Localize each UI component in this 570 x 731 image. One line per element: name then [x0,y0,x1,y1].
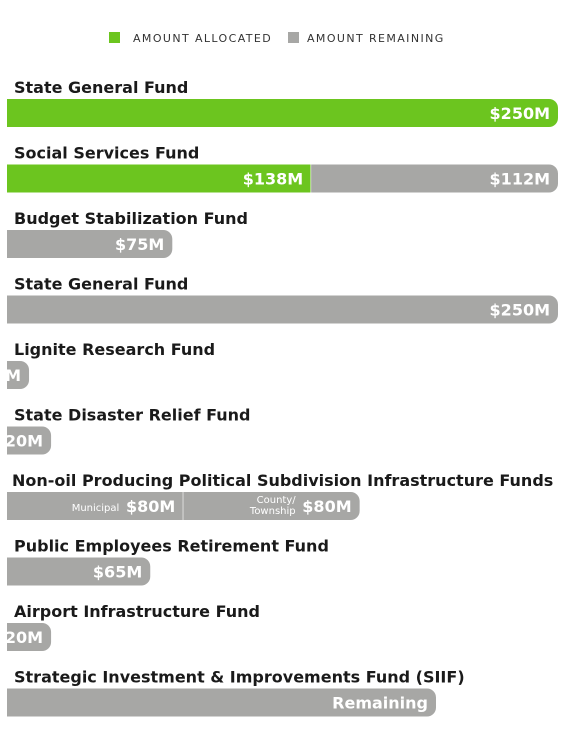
fund-title: Strategic Investment & Improvements Fund… [14,668,465,687]
bar-remaining [7,623,52,651]
bar-value-label: $250M [490,301,550,320]
bar-value-label: $20M [0,628,43,647]
bar-value-label: $65M [93,563,142,582]
bar-remaining [7,361,30,389]
bar-remaining [311,164,558,193]
bar-value-label: Remaining [332,694,428,713]
legend-label-remaining: AMOUNT REMAINING [307,32,445,45]
legend: AMOUNT ALLOCATED AMOUNT REMAINING [109,32,445,45]
bar-remaining [183,492,360,520]
bar-value-label: $80M [126,497,175,516]
bar-remaining [7,492,184,520]
bar-remaining [7,295,558,324]
bar-remaining [7,688,436,717]
fund-title: State General Fund [14,275,188,294]
fund-title: Lignite Research Fund [14,340,215,359]
bar-value-label: $250M [490,104,550,123]
legend-label-allocated: AMOUNT ALLOCATED [133,32,272,45]
fund-bars: State General Fund $250M Social Services F… [0,78,558,717]
bar-value-label: $75M [115,235,164,254]
bar-remaining [7,230,173,258]
bar-value-label: $10M [0,366,21,385]
bar-allocated [7,99,558,127]
segment-sublabel: Township [249,506,296,517]
bar-allocated [7,164,312,193]
fund-title: Non-oil Producing Political Subdivision … [12,471,553,490]
bar-value-label: $138M [243,170,303,189]
fund-title: State Disaster Relief Fund [14,406,251,425]
bar-remaining [7,557,151,586]
bar-value-label: $20M [0,432,43,451]
bar-value-label: $80M [302,497,351,516]
segment-sublabel: County/ [257,495,297,506]
bar-remaining [7,426,52,455]
fund-title: Public Employees Retirement Fund [14,537,329,556]
fund-title: State General Fund [14,78,188,97]
fund-title: Budget Stabilization Fund [14,209,248,228]
fund-title: Social Services Fund [14,144,199,163]
fund-title: Airport Infrastructure Fund [14,602,260,621]
legend-swatch-remaining [288,32,299,43]
bar-value-label: $112M [490,170,550,189]
legend-swatch-allocated [109,32,120,43]
segment-sublabel: Municipal [72,503,120,514]
